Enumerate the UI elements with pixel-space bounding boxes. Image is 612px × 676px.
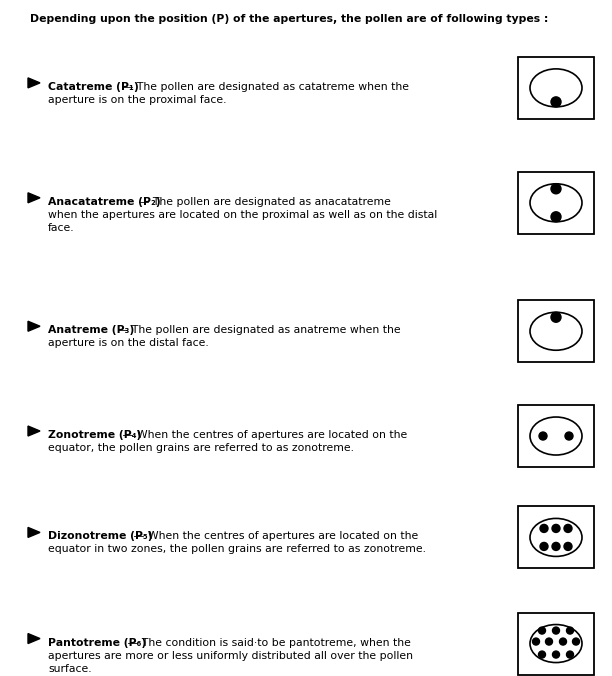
Text: apertures are more or less uniformly distributed all over the pollen: apertures are more or less uniformly dis… [48,650,413,660]
Text: Catatreme (P₁): Catatreme (P₁) [48,82,139,92]
Ellipse shape [530,417,582,455]
Circle shape [540,525,548,533]
Circle shape [540,542,548,550]
Text: aperture is on the proximal face.: aperture is on the proximal face. [48,95,226,105]
Text: — The pollen are designated as catatreme when the: — The pollen are designated as catatreme… [119,82,409,92]
Text: Pantotreme (P₆): Pantotreme (P₆) [48,637,146,648]
Circle shape [564,542,572,550]
Circle shape [553,627,559,634]
Polygon shape [28,527,40,537]
Circle shape [551,184,561,194]
Text: Depending upon the position (P) of the apertures, the pollen are of following ty: Depending upon the position (P) of the a… [30,14,548,24]
Bar [518,506,594,569]
Text: — When the centres of apertures are located on the: — When the centres of apertures are loca… [130,531,418,541]
Circle shape [539,627,545,634]
Circle shape [551,97,561,107]
Text: Dizonotreme (P₅): Dizonotreme (P₅) [48,531,152,541]
Bar [518,612,594,675]
Text: — The pollen are designated as anacatatreme: — The pollen are designated as anacatatr… [135,197,390,207]
Circle shape [545,638,553,645]
Bar [518,300,594,362]
Text: Anatreme (P₃): Anatreme (P₃) [48,325,134,335]
Ellipse shape [530,184,582,222]
Polygon shape [28,321,40,331]
Circle shape [567,651,573,658]
Bar [518,405,594,467]
Text: equator in two zones, the pollen grains are referred to as zonotreme.: equator in two zones, the pollen grains … [48,544,426,554]
Bar [518,57,594,119]
Circle shape [539,651,545,658]
Ellipse shape [530,518,582,556]
Circle shape [551,212,561,222]
Polygon shape [28,633,40,644]
Bar [518,172,594,234]
Text: equator, the pollen grains are referred to as zonotreme.: equator, the pollen grains are referred … [48,443,354,453]
Circle shape [572,638,580,645]
Text: surface.: surface. [48,664,92,673]
Ellipse shape [530,312,582,350]
Polygon shape [28,193,40,203]
Polygon shape [28,426,40,436]
Circle shape [553,651,559,658]
Text: — The pollen are designated as anatreme when the: — The pollen are designated as anatreme … [114,325,401,335]
Circle shape [539,432,547,440]
Circle shape [565,432,573,440]
Text: when the apertures are located on the proximal as well as on the distal: when the apertures are located on the pr… [48,210,437,220]
Text: — When the centres of apertures are located on the: — When the centres of apertures are loca… [119,430,408,440]
Circle shape [552,542,560,550]
Circle shape [552,525,560,533]
Circle shape [532,638,540,645]
Polygon shape [28,78,40,88]
Ellipse shape [530,69,582,107]
Ellipse shape [530,625,582,662]
Circle shape [559,638,567,645]
Text: — The condition is said·to be pantotreme, when the: — The condition is said·to be pantotreme… [124,637,411,648]
Circle shape [551,312,561,322]
Circle shape [564,525,572,533]
Text: Anacatatreme (P₂): Anacatatreme (P₂) [48,197,160,207]
Text: face.: face. [48,223,75,233]
Circle shape [567,627,573,634]
Text: Zonotreme (P₄): Zonotreme (P₄) [48,430,141,440]
Text: aperture is on the distal face.: aperture is on the distal face. [48,338,209,348]
